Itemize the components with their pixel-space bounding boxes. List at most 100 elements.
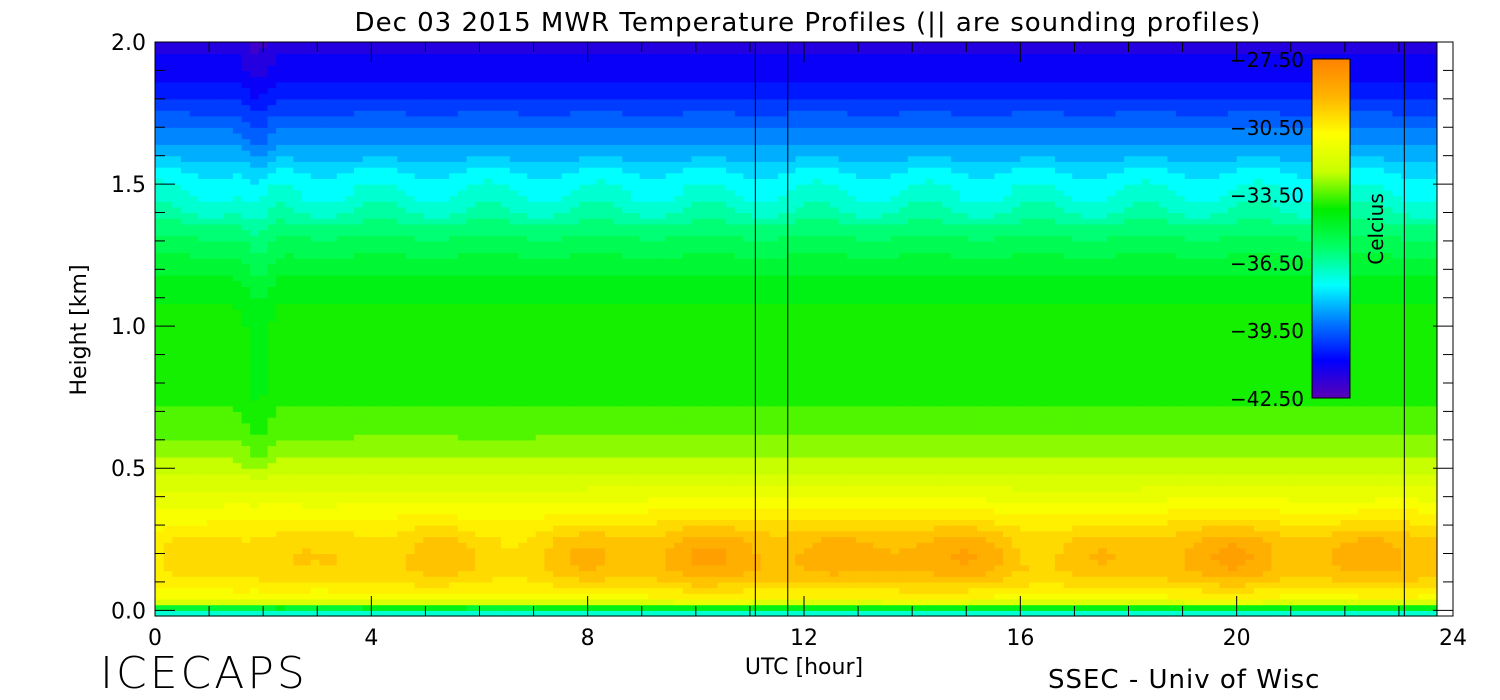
heatmap-cell bbox=[397, 422, 407, 430]
heatmap-cell bbox=[864, 593, 874, 600]
heatmap-cell bbox=[1331, 564, 1342, 572]
heatmap-cell bbox=[1028, 553, 1039, 560]
heatmap-cell bbox=[587, 593, 597, 600]
heatmap-cell bbox=[1383, 496, 1394, 503]
heatmap-cell bbox=[734, 559, 745, 566]
heatmap-cell bbox=[163, 513, 173, 520]
heatmap-cell bbox=[674, 587, 684, 594]
heatmap-cell bbox=[873, 456, 883, 464]
heatmap-cell bbox=[769, 564, 779, 572]
heatmap-cell bbox=[899, 570, 909, 577]
heatmap-cell bbox=[206, 570, 217, 577]
heatmap-cell bbox=[440, 451, 450, 458]
heatmap-cell bbox=[951, 576, 961, 583]
heatmap-cell bbox=[440, 473, 450, 481]
heatmap-cell bbox=[1357, 468, 1368, 475]
heatmap-cell bbox=[1253, 439, 1264, 447]
heatmap-cell bbox=[527, 519, 537, 526]
heatmap-cell bbox=[1427, 479, 1437, 486]
heatmap-cell bbox=[1167, 610, 1177, 617]
heatmap-cell bbox=[163, 576, 173, 583]
heatmap-cell bbox=[501, 576, 511, 583]
heatmap-cell bbox=[1331, 462, 1342, 469]
heatmap-cell bbox=[1054, 610, 1065, 617]
heatmap-cell bbox=[622, 451, 632, 458]
heatmap-cell bbox=[328, 428, 338, 435]
heatmap-cell bbox=[1357, 508, 1368, 515]
heatmap-cell bbox=[656, 610, 667, 617]
heatmap-cell bbox=[527, 536, 537, 543]
heatmap-cell bbox=[959, 542, 970, 549]
heatmap-cell bbox=[933, 525, 944, 532]
heatmap-cell bbox=[596, 547, 606, 555]
heatmap-cell bbox=[648, 490, 658, 498]
heatmap-cell bbox=[1003, 542, 1013, 549]
heatmap-cell bbox=[354, 445, 364, 452]
heatmap-cell bbox=[985, 553, 995, 560]
heatmap-cell bbox=[293, 508, 303, 515]
heatmap-cell bbox=[1219, 439, 1229, 447]
heatmap-cell bbox=[1089, 456, 1099, 464]
heatmap-cell bbox=[821, 542, 831, 549]
heatmap-cell bbox=[959, 490, 970, 498]
heatmap-cell bbox=[1297, 490, 1307, 498]
heatmap-cell bbox=[604, 496, 615, 503]
heatmap-cell bbox=[786, 559, 796, 566]
heatmap-cell bbox=[1228, 570, 1238, 577]
heatmap-cell bbox=[821, 428, 831, 435]
heatmap-cell bbox=[639, 530, 649, 538]
heatmap-cell bbox=[1418, 547, 1428, 555]
heatmap-cell bbox=[302, 525, 312, 532]
heatmap-cell bbox=[284, 456, 295, 464]
heatmap-cell bbox=[1253, 485, 1264, 492]
heatmap-cell bbox=[881, 598, 892, 606]
heatmap-cell bbox=[795, 479, 805, 486]
heatmap-cell bbox=[1011, 530, 1021, 538]
heatmap-cell bbox=[1253, 462, 1264, 469]
heatmap-cell bbox=[1262, 473, 1272, 481]
heatmap-cell bbox=[1375, 485, 1385, 492]
heatmap-cell bbox=[630, 559, 641, 566]
heatmap-cell bbox=[1072, 570, 1082, 577]
heatmap-cell bbox=[319, 604, 329, 611]
heatmap-cell bbox=[691, 479, 701, 486]
heatmap-cell bbox=[579, 570, 589, 577]
heatmap-cell bbox=[1106, 593, 1117, 600]
heatmap-cell bbox=[769, 553, 779, 560]
heatmap-cell bbox=[1167, 559, 1177, 566]
heatmap-cell bbox=[890, 604, 900, 611]
heatmap-cell bbox=[371, 530, 381, 538]
heatmap-cell bbox=[527, 428, 537, 435]
heatmap-cell bbox=[1176, 570, 1186, 577]
heatmap-cell bbox=[302, 519, 312, 526]
heatmap-cell bbox=[466, 434, 476, 441]
heatmap-cell bbox=[215, 553, 225, 560]
heatmap-cell bbox=[951, 581, 961, 589]
heatmap-cell bbox=[1366, 559, 1376, 566]
heatmap-cell bbox=[405, 519, 416, 526]
heatmap-cell bbox=[933, 462, 944, 469]
heatmap-cell bbox=[1253, 434, 1264, 441]
heatmap-cell bbox=[890, 496, 900, 503]
heatmap-cell bbox=[907, 519, 918, 526]
heatmap-cell bbox=[483, 564, 494, 572]
heatmap-cell bbox=[483, 485, 494, 492]
heatmap-cell bbox=[691, 462, 701, 469]
heatmap-cell bbox=[354, 434, 364, 441]
heatmap-cell bbox=[778, 479, 788, 486]
heatmap-cell bbox=[302, 462, 312, 469]
heatmap-cell bbox=[518, 610, 528, 617]
heatmap-cell bbox=[1279, 559, 1290, 566]
heatmap-cell bbox=[587, 462, 597, 469]
heatmap-cell bbox=[1271, 610, 1281, 617]
heatmap-cell bbox=[371, 490, 381, 498]
heatmap-cell bbox=[1401, 530, 1411, 538]
heatmap-cell bbox=[1115, 536, 1125, 543]
heatmap-cell bbox=[544, 456, 554, 464]
heatmap-cell bbox=[206, 559, 217, 566]
heatmap-cell bbox=[379, 604, 390, 611]
heatmap-cell bbox=[1011, 604, 1021, 611]
heatmap-cell bbox=[864, 428, 874, 435]
heatmap-cell bbox=[215, 479, 225, 486]
